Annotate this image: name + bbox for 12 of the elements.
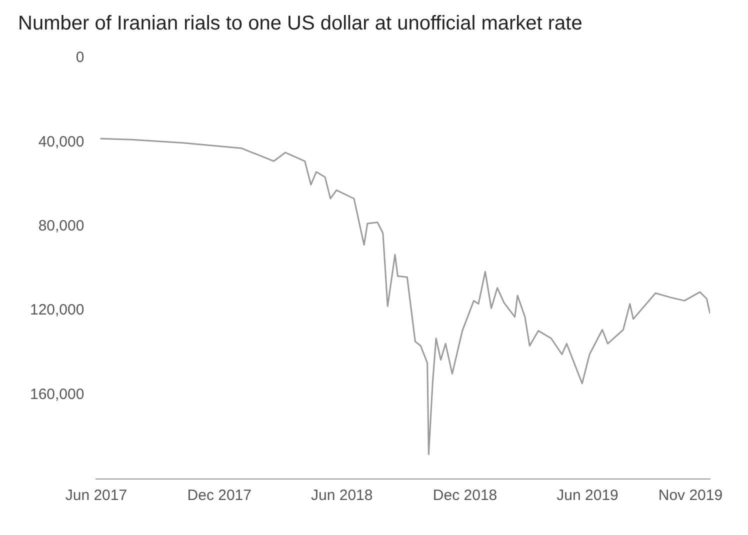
x-tick-label: Jun 2017	[65, 487, 128, 504]
x-tick-label: Dec 2017	[187, 487, 252, 504]
chart-title: Number of Iranian rials to one US dollar at unofficial market rate	[18, 12, 582, 35]
x-tick-label: Nov 2019	[658, 487, 723, 504]
y-tick-label: 120,000	[30, 302, 84, 319]
x-tick-label: Dec 2018	[432, 487, 498, 504]
x-tick-label: Jun 2019	[556, 487, 618, 504]
y-tick-label: 0	[76, 49, 84, 66]
y-tick-label: 160,000	[30, 386, 84, 403]
y-tick-label: 80,000	[38, 218, 84, 235]
x-tick-label: Jun 2018	[311, 487, 373, 504]
y-tick-label: 40,000	[38, 133, 84, 150]
